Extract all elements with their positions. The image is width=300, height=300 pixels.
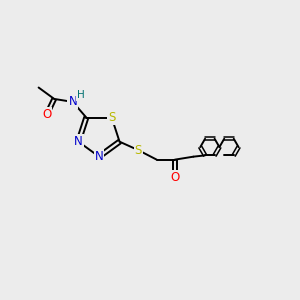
Text: N: N bbox=[94, 150, 103, 163]
Text: S: S bbox=[134, 144, 142, 157]
Text: O: O bbox=[42, 108, 51, 121]
Text: N: N bbox=[74, 135, 83, 148]
Text: H: H bbox=[77, 90, 85, 100]
Text: N: N bbox=[68, 95, 77, 108]
Text: S: S bbox=[108, 111, 116, 124]
Text: O: O bbox=[170, 171, 179, 184]
